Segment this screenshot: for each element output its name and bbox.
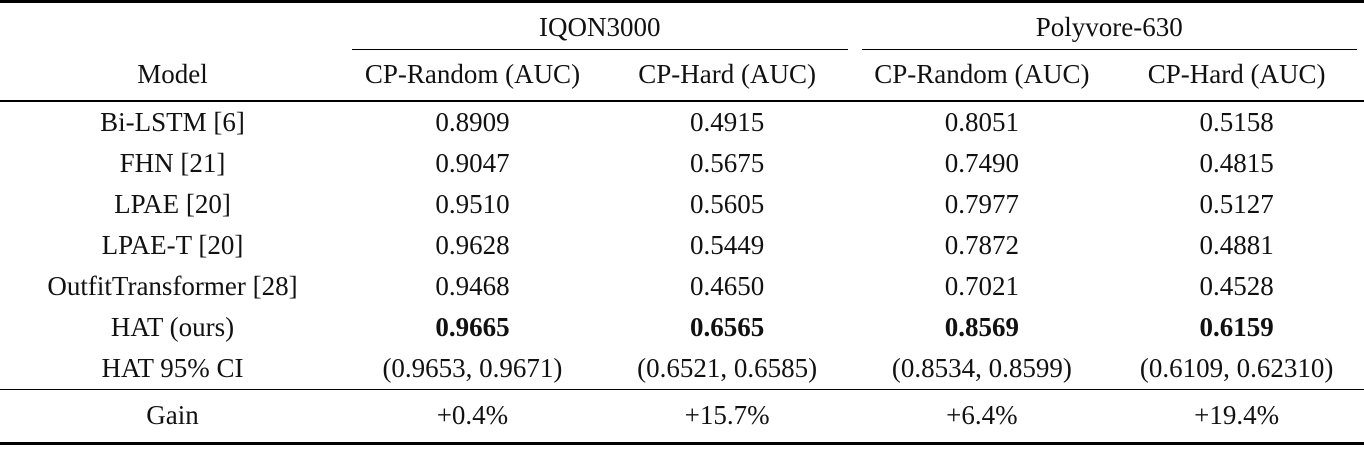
value-cell: +15.7% — [599, 389, 855, 444]
model-cell: OutfitTransformer [28] — [47, 271, 298, 301]
value-cell: 0.7872 — [944, 230, 1019, 260]
model-cell: Bi-LSTM [6] — [100, 107, 245, 137]
dataset-group-label: IQON3000 — [539, 12, 661, 42]
value-cell: 0.5158 — [1199, 107, 1274, 137]
model-cell: HAT (ours) — [110, 312, 235, 342]
model-cell: HAT 95% CI — [101, 353, 244, 383]
empty-corner-cell — [0, 2, 345, 51]
column-header: CP-Random (AUC) — [854, 50, 1110, 102]
value-cell: 0.4915 — [690, 107, 765, 137]
value-cell: 0.7977 — [944, 189, 1019, 219]
column-header-row: Model CP-Random (AUC) CP-Hard (AUC) CP-R… — [0, 50, 1364, 102]
value-cell: 0.9665 — [435, 312, 510, 342]
model-cell: LPAE [20] — [114, 189, 231, 219]
table-row: Bi-LSTM [6] 0.8909 0.4915 0.8051 0.5158 — [0, 101, 1364, 143]
value-cell: 0.8569 — [944, 312, 1019, 342]
value-cell: 0.5675 — [690, 148, 765, 178]
value-cell: (0.6109, 0.62310) — [1139, 353, 1334, 383]
dataset-group-iqon3000: IQON3000 — [345, 2, 854, 50]
value-cell: (0.9653, 0.9671) — [382, 353, 563, 383]
model-column-header: Model — [0, 50, 346, 102]
value-cell: 0.9628 — [435, 230, 510, 260]
value-cell: 0.7490 — [944, 148, 1019, 178]
value-cell: 0.4815 — [1199, 148, 1274, 178]
column-header: CP-Hard (AUC) — [599, 50, 855, 102]
table-row: FHN [21] 0.9047 0.5675 0.7490 0.4815 — [0, 143, 1364, 184]
value-cell: 0.8051 — [944, 107, 1019, 137]
value-cell: 0.9510 — [435, 189, 510, 219]
table-row-hat-ci: HAT 95% CI (0.9653, 0.9671) (0.6521, 0.6… — [0, 348, 1364, 390]
value-cell: (0.6521, 0.6585) — [637, 353, 818, 383]
value-cell: (0.8534, 0.8599) — [891, 353, 1072, 383]
value-cell: 0.5449 — [690, 230, 765, 260]
table-row: OutfitTransformer [28] 0.9468 0.4650 0.7… — [0, 266, 1364, 307]
model-cell: Gain — [0, 389, 346, 444]
value-cell: 0.8909 — [435, 107, 510, 137]
dataset-group-underline: Polyvore-630 — [861, 3, 1357, 50]
value-cell: +6.4% — [854, 389, 1110, 444]
dataset-group-row: IQON3000 Polyvore-630 — [0, 2, 1364, 51]
dataset-group-polyvore: Polyvore-630 — [855, 2, 1364, 50]
column-header: CP-Random (AUC) — [345, 50, 600, 102]
value-cell: 0.4528 — [1199, 271, 1274, 301]
dataset-group-label: Polyvore-630 — [1035, 12, 1183, 42]
dataset-group-underline: IQON3000 — [352, 3, 848, 50]
gain-row: Gain +0.4% +15.7% +6.4% +19.4% — [0, 389, 1364, 444]
value-cell: 0.5605 — [690, 189, 765, 219]
value-cell: +0.4% — [345, 389, 600, 444]
value-cell: 0.6159 — [1199, 312, 1274, 342]
value-cell: 0.7021 — [944, 271, 1019, 301]
table-row: LPAE-T [20] 0.9628 0.5449 0.7872 0.4881 — [0, 225, 1364, 266]
model-cell: FHN [21] — [119, 148, 226, 178]
value-cell: 0.6565 — [690, 312, 765, 342]
model-cell: LPAE-T [20] — [101, 230, 244, 260]
table-row-hat-ours: HAT (ours) 0.9665 0.6565 0.8569 0.6159 — [0, 307, 1364, 348]
value-cell: 0.9047 — [435, 148, 510, 178]
column-header: CP-Hard (AUC) — [1109, 50, 1364, 102]
table-row: LPAE [20] 0.9510 0.5605 0.7977 0.5127 — [0, 184, 1364, 225]
value-cell: 0.4650 — [690, 271, 765, 301]
value-cell: 0.9468 — [435, 271, 510, 301]
value-cell: 0.5127 — [1199, 189, 1274, 219]
value-cell: +19.4% — [1109, 389, 1364, 444]
value-cell: 0.4881 — [1199, 230, 1274, 260]
